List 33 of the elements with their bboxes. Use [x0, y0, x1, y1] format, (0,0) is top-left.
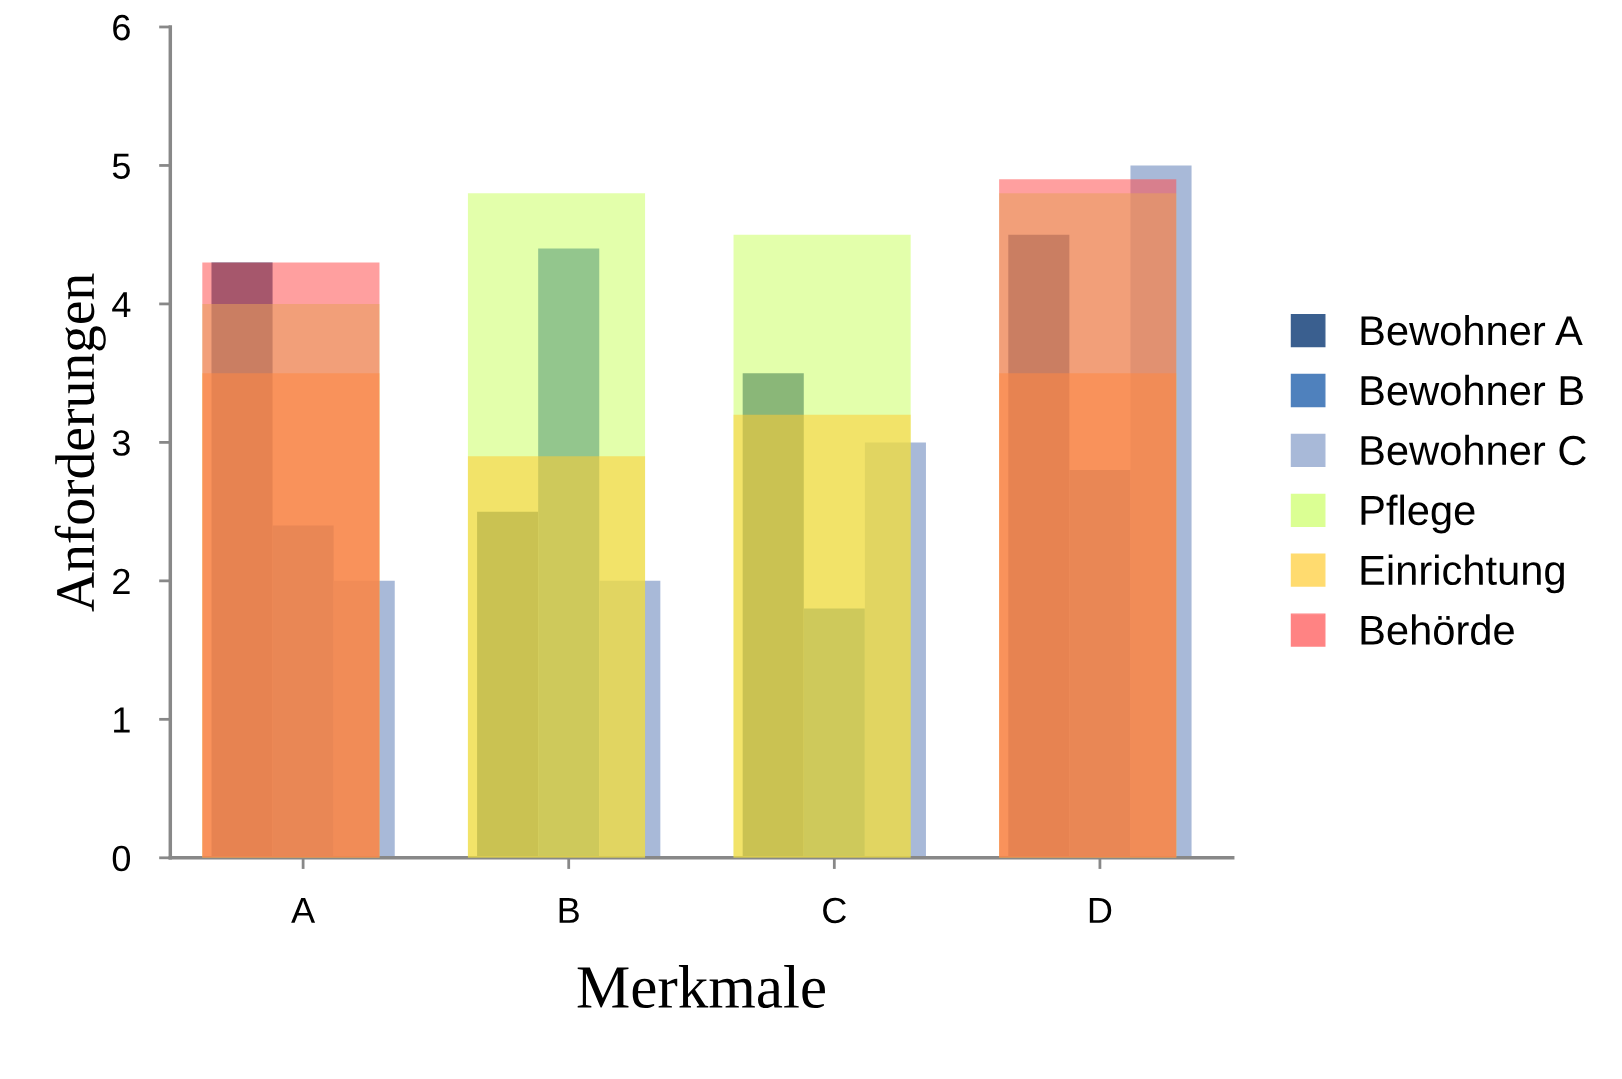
bar: [733, 414, 911, 858]
y-tick-label: 5: [112, 153, 130, 179]
bar: [1130, 165, 1192, 858]
legend-label: Bewohner C: [1361, 434, 1586, 466]
y-tick-label: 6: [113, 14, 130, 41]
bar: [272, 525, 334, 858]
y-tick-label: 3: [112, 430, 130, 456]
x-tick-label: B: [559, 898, 579, 923]
y-tick-label: 1: [114, 707, 130, 733]
legend-label: Bewohner B: [1361, 374, 1583, 406]
y-tick-label: 4: [112, 292, 131, 317]
y-tick-label: 2: [113, 568, 130, 594]
y-tick-label: 0: [112, 845, 131, 872]
bar: [333, 580, 395, 858]
x-tick-label: D: [1089, 898, 1112, 923]
x-axis-title: Merkmale: [577, 965, 825, 1009]
bar: [538, 248, 600, 858]
bar: [864, 442, 926, 858]
legend-label: Bewohner A: [1361, 314, 1583, 346]
bar: [211, 262, 273, 858]
bar: [742, 373, 804, 858]
x-tick-label: A: [291, 898, 316, 923]
bar: [1008, 234, 1070, 858]
legend-label: Behörde: [1361, 614, 1514, 645]
bar: [599, 580, 661, 858]
legend-label: Pflege: [1361, 494, 1475, 534]
y-axis-title: Anforderungen: [54, 273, 106, 612]
bar: [803, 608, 865, 858]
x-tick-label: C: [823, 897, 846, 924]
bar: [1069, 470, 1131, 858]
bar: [467, 456, 646, 858]
legend-label: Einrichtung: [1361, 554, 1564, 594]
bar: [477, 511, 539, 858]
